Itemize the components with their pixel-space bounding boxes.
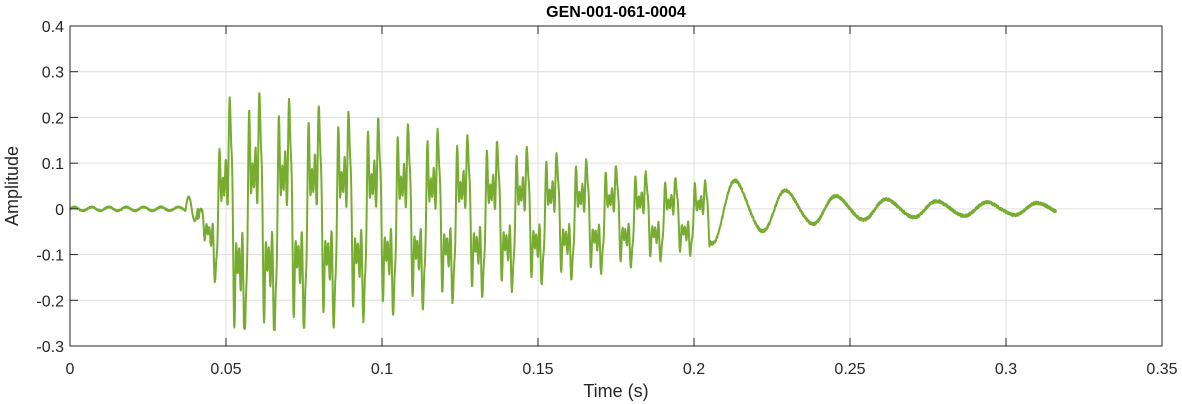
y-tick-label: 0.2: [42, 110, 64, 127]
x-tick-label: 0.15: [522, 361, 553, 378]
y-tick-label: -0.2: [36, 293, 64, 310]
y-tick-label: -0.3: [36, 339, 64, 356]
x-tick-label: 0.05: [210, 361, 241, 378]
x-axis-label: Time (s): [583, 381, 648, 401]
y-tick-label: 0.1: [42, 156, 64, 173]
x-tick-label: 0.3: [995, 361, 1017, 378]
y-axis-label: Amplitude: [2, 146, 22, 226]
grid-lines: [70, 26, 1162, 346]
x-tick-label: 0: [66, 361, 75, 378]
x-tick-label: 0.2: [683, 361, 705, 378]
y-tick-label: 0.4: [42, 19, 64, 36]
y-tick-label: -0.1: [36, 248, 64, 265]
y-tick-label: 0.3: [42, 65, 64, 82]
x-axis: 0 0.05 0.1 0.15 0.2 0.25 0.3 0.35: [66, 26, 1178, 378]
plot-frame: [69, 25, 1163, 347]
x-tick-label: 0.25: [834, 361, 865, 378]
x-tick-label: 0.35: [1146, 361, 1177, 378]
waveform-line: [69, 92, 1057, 331]
x-tick-label: 0.1: [371, 361, 393, 378]
chart-title: GEN-001-061-0004: [546, 4, 686, 21]
y-tick-label: 0: [55, 202, 64, 219]
series-group: [69, 92, 1057, 331]
y-axis: -0.3 -0.2 -0.1 0 0.1 0.2 0.3 0.4: [36, 19, 1162, 356]
